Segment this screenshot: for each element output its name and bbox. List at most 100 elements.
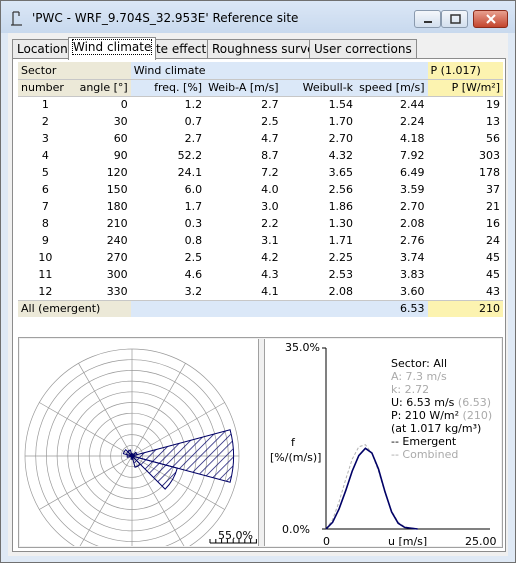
cell-freq: 3.2 <box>184 284 203 298</box>
table-row[interactable]: 6 150 6.0 4.0 2.56 3.59 37 <box>18 181 503 198</box>
cell-angle: 30 <box>113 115 128 128</box>
legend-sector: Sector: All <box>391 357 448 370</box>
header-number[interactable]: number <box>18 79 73 97</box>
window-title: 'PWC - WRF_9.704S_32.953E' Reference sit… <box>32 11 299 25</box>
tab-wind-climate[interactable]: Wind climate <box>68 37 157 60</box>
cell-k: 2.25 <box>328 251 354 264</box>
cell-p: 24 <box>427 232 503 249</box>
legend-combined: -- Combined <box>391 448 459 461</box>
rose-spoke <box>78 455 133 549</box>
distribution-panel[interactable]: 0.0% 0 u [m/s] 25.00 35.0% f [%/(m/s)] Sect… <box>264 339 501 548</box>
cell-number: 9 <box>41 234 49 247</box>
cell-k: 2.08 <box>328 284 354 298</box>
wind-rose-panel[interactable]: 55.0% <box>20 339 259 563</box>
cell-speed: 3.83 <box>400 268 425 281</box>
legend-u: U: 6.53 m/s (6.53) <box>391 396 491 409</box>
cell-angle: 150 <box>106 183 128 196</box>
legend-u-combined: (6.53) <box>457 396 491 409</box>
all-row-power: 210 <box>427 299 503 317</box>
table-row[interactable]: 3 60 2.7 4.7 2.70 4.18 56 <box>18 130 503 147</box>
rose-sector-6 <box>131 454 141 468</box>
table-row[interactable]: 10 270 2.5 4.2 2.25 3.74 45 <box>18 249 503 266</box>
cell-speed: 6.49 <box>400 166 425 179</box>
header-wind-climate[interactable]: Wind climate <box>130 62 428 80</box>
cell-a: 2.2 <box>261 217 279 230</box>
title-bar[interactable]: 'PWC - WRF_9.704S_32.953E' Reference sit… <box>1 1 515 33</box>
cell-a: 2.5 <box>261 115 279 128</box>
header-weib-a[interactable]: Weib-A [m/s] <box>205 79 282 97</box>
maximize-button[interactable] <box>441 10 468 28</box>
cell-p: 19 <box>427 96 503 113</box>
all-emergent-row[interactable]: All (emergent) 6.53 210 <box>18 299 503 317</box>
cell-p: 45 <box>427 249 503 266</box>
legend-p-combined: (210) <box>462 409 493 422</box>
cell-freq: 2.5 <box>184 251 203 264</box>
table-row[interactable]: 1 0 1.2 2.7 1.54 2.44 19 <box>18 96 503 113</box>
all-row-blank <box>130 299 357 317</box>
cell-angle: 120 <box>106 166 128 179</box>
table-row[interactable]: 12 330 3.2 4.1 2.08 3.60 43 <box>18 283 503 300</box>
header-p-group[interactable]: P (1.017) <box>427 62 503 80</box>
table-row[interactable]: 8 210 0.3 2.2 1.30 2.08 16 <box>18 215 503 232</box>
legend-a: A: 7.3 m/s <box>391 370 447 383</box>
tab-roughness-survey[interactable]: Roughness survey <box>207 39 327 59</box>
series-emergent-line <box>325 447 418 530</box>
cell-k: 1.54 <box>328 98 354 112</box>
table-row[interactable]: 5 120 24.1 7.2 3.65 6.49 178 <box>18 164 503 181</box>
cell-number: 11 <box>38 268 53 281</box>
table-row[interactable]: 4 90 52.2 8.7 4.32 7.92 303 <box>18 147 503 164</box>
cell-angle: 60 <box>113 132 128 145</box>
site-icon <box>11 11 22 26</box>
maximize-icon <box>450 14 461 24</box>
rose-scale-label: 55.0% <box>218 529 253 542</box>
header-freq[interactable]: freq. [%] <box>130 79 206 97</box>
cell-k: 4.32 <box>328 149 354 162</box>
cell-a: 4.7 <box>261 132 279 145</box>
cell-a: 8.7 <box>261 149 279 162</box>
header-angle[interactable]: angle [°] <box>72 79 131 97</box>
cell-number: 3 <box>41 132 49 145</box>
wind-rose-chart <box>24 348 257 563</box>
x-axis-label: u [m/s] <box>388 535 427 546</box>
tab-user-corrections[interactable]: User corrections <box>309 39 417 59</box>
rose-sector-12 <box>126 449 133 458</box>
cell-a: 3.1 <box>261 234 279 247</box>
cell-k: 1.86 <box>328 200 354 213</box>
cell-freq: 0.7 <box>184 115 203 128</box>
cell-freq: 0.3 <box>184 217 203 230</box>
header-blank <box>72 62 131 80</box>
y-axis-label-units: [%/(m/s)] <box>270 451 322 464</box>
cell-number: 12 <box>38 284 53 298</box>
all-row-speed: 6.53 <box>356 299 428 317</box>
tab-location[interactable]: Location <box>12 39 73 59</box>
header-speed[interactable]: speed [m/s] <box>356 79 428 97</box>
cell-k: 1.70 <box>328 115 354 128</box>
rose-spoke <box>131 455 186 549</box>
table-header-row: Sector Wind climate P (1.017) <box>18 62 503 80</box>
tab-site-effects[interactable]: Site effects <box>140 39 218 59</box>
legend-emergent: -- Emergent <box>391 435 457 448</box>
distribution-chart: 0.0% 0 u [m/s] 25.00 <box>282 347 497 548</box>
cell-angle: 0 <box>120 98 128 112</box>
cell-p: 45 <box>427 266 503 283</box>
table-row[interactable]: 11 300 4.6 4.3 2.53 3.83 45 <box>18 266 503 283</box>
tab-label: Site effects <box>145 42 213 56</box>
table-row[interactable]: 7 180 1.7 3.0 1.86 2.70 21 <box>18 198 503 215</box>
wind-climate-panel: Sector Wind climate P (1.017) number ang… <box>12 58 506 563</box>
cell-a: 7.2 <box>261 166 279 179</box>
tab-label: Wind climate <box>71 39 153 55</box>
close-icon <box>486 14 496 24</box>
table-row[interactable]: 9 240 0.8 3.1 1.71 2.76 24 <box>18 232 503 249</box>
cell-number: 2 <box>41 115 49 128</box>
cell-p: 37 <box>427 181 503 198</box>
header-power[interactable]: P [W/m²] <box>427 79 503 97</box>
cell-freq: 1.2 <box>184 98 203 112</box>
header-weib-k[interactable]: Weibull-k <box>281 79 357 97</box>
rose-spoke <box>78 363 133 457</box>
cell-p: 21 <box>427 198 503 215</box>
header-sector[interactable]: Sector <box>18 62 73 80</box>
legend-u-value: U: 6.53 m/s <box>391 396 455 409</box>
close-button[interactable] <box>473 10 508 28</box>
table-row[interactable]: 2 30 0.7 2.5 1.70 2.24 13 <box>18 113 503 130</box>
minimize-button[interactable] <box>414 10 441 28</box>
